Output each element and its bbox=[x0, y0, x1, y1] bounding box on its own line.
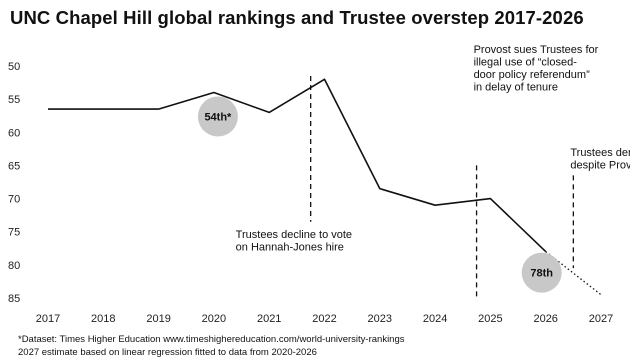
rank-bubble-label: 78th bbox=[530, 268, 553, 280]
x-tick-label: 2019 bbox=[146, 313, 170, 325]
x-tick-label: 2022 bbox=[312, 313, 336, 325]
event-annotation: Trustees deny Asher hiredespite Provost … bbox=[570, 147, 630, 172]
x-tick-label: 2024 bbox=[423, 313, 447, 325]
event-annotation: Trustees decline to vote on Hannah-Jones … bbox=[236, 229, 352, 254]
x-tick-label: 2021 bbox=[257, 313, 281, 325]
y-tick-label: 60 bbox=[8, 127, 20, 139]
line-chart: 50 55 60 65 70 75 80 85 2017 2018 2019 2020 2021 202… bbox=[8, 44, 630, 325]
y-tick-label: 75 bbox=[8, 227, 20, 239]
y-tick-label: 50 bbox=[8, 61, 20, 73]
event-markers: Trustees decline to vote on Hannah-Jones … bbox=[236, 44, 630, 298]
x-tick-label: 2017 bbox=[36, 313, 60, 325]
y-axis: 50 55 60 65 70 75 80 85 bbox=[8, 61, 20, 305]
rank-bubble bbox=[521, 252, 562, 293]
y-tick-label: 85 bbox=[8, 293, 20, 305]
x-tick-label: 2020 bbox=[202, 313, 226, 325]
y-tick-label: 70 bbox=[8, 194, 20, 206]
x-tick-label: 2027 bbox=[589, 313, 613, 325]
rank-bubble bbox=[197, 96, 238, 137]
event-annotation: Provost sues Trustees for illegal use of … bbox=[474, 44, 599, 94]
x-tick-label: 2018 bbox=[91, 313, 115, 325]
x-axis: 2017 2018 2019 2020 2021 2022 2023 2024 2025 2026… bbox=[36, 313, 613, 325]
series-layer bbox=[48, 78, 602, 296]
footnote-dataset: *Dataset: Times Higher Education www.tim… bbox=[18, 334, 405, 345]
point-labels: 54th* 78th bbox=[197, 96, 562, 293]
chart-title: UNC Chapel Hill global rankings and Trus… bbox=[10, 7, 584, 28]
footnote-estimate: 2027 estimate based on linear regression… bbox=[18, 347, 317, 358]
rank-bubble-label: 54th* bbox=[204, 112, 232, 124]
y-tick-label: 80 bbox=[8, 260, 20, 272]
x-tick-label: 2026 bbox=[533, 313, 557, 325]
y-tick-label: 55 bbox=[8, 94, 20, 106]
ranking-line bbox=[48, 78, 547, 253]
y-tick-label: 65 bbox=[8, 160, 20, 172]
x-tick-label: 2023 bbox=[368, 313, 392, 325]
x-tick-label: 2025 bbox=[478, 313, 502, 325]
